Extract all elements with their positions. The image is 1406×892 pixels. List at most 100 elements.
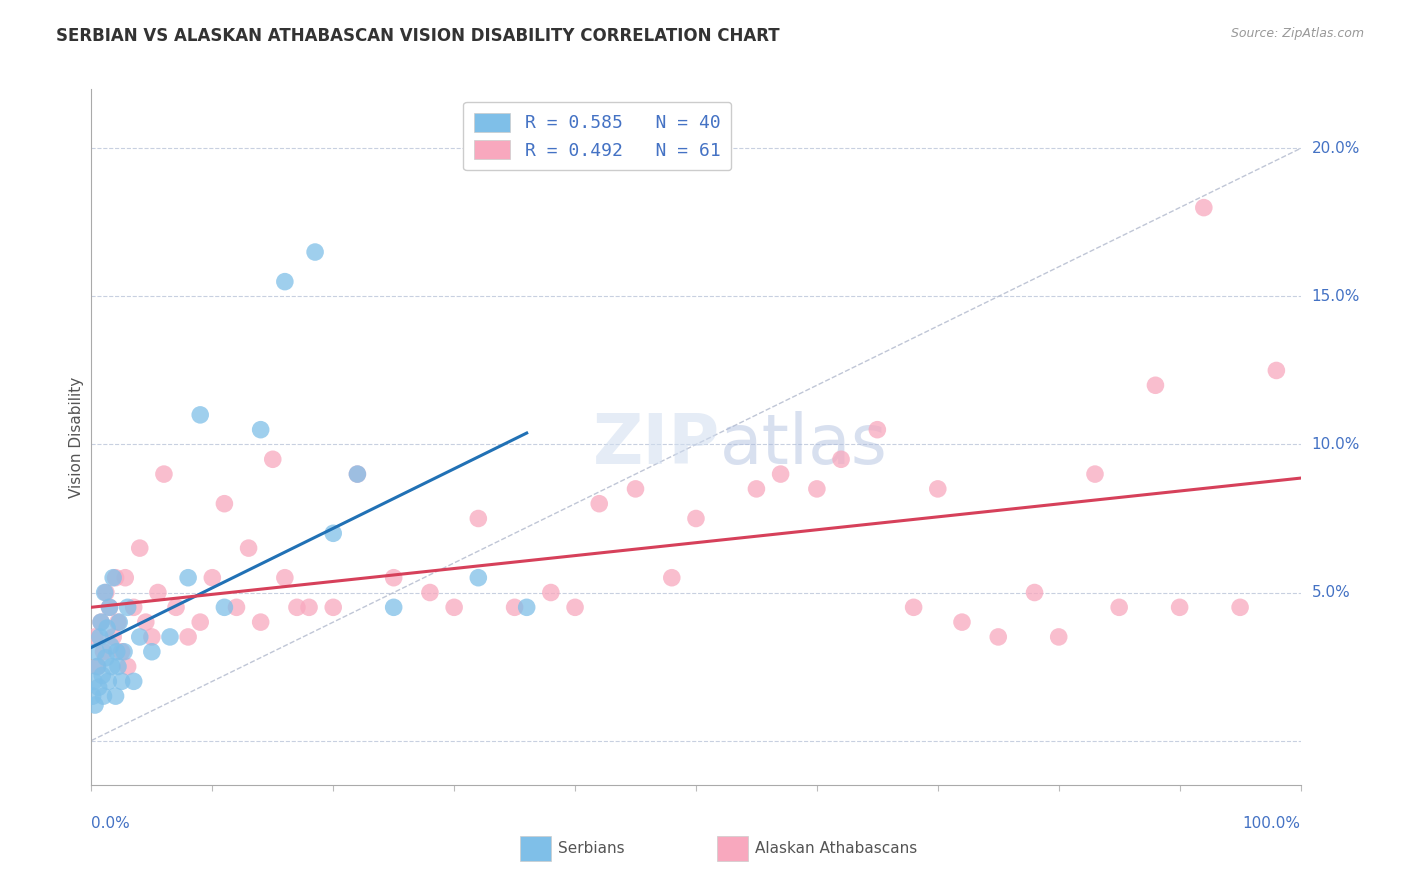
Point — [830, 452, 852, 467]
Point — [141, 645, 163, 659]
Point — [304, 245, 326, 260]
Point — [346, 467, 368, 481]
Point — [419, 585, 441, 599]
Point — [107, 659, 129, 673]
Point — [86, 659, 108, 673]
Point — [101, 571, 124, 585]
Point — [97, 674, 120, 689]
Point — [111, 674, 132, 689]
Point — [153, 467, 176, 481]
Text: Serbians: Serbians — [558, 841, 624, 855]
Point — [105, 645, 128, 659]
Point — [98, 600, 121, 615]
Text: Alaskan Athabascans: Alaskan Athabascans — [755, 841, 917, 855]
Point — [903, 600, 925, 615]
Point — [624, 482, 647, 496]
Point — [128, 541, 150, 555]
Point — [201, 571, 224, 585]
Text: 15.0%: 15.0% — [1312, 289, 1360, 304]
Point — [93, 645, 115, 659]
Point — [104, 689, 127, 703]
Point — [1192, 201, 1215, 215]
Point — [1024, 585, 1046, 599]
Point — [503, 600, 526, 615]
Point — [769, 467, 792, 481]
Point — [83, 674, 105, 689]
Point — [86, 659, 108, 673]
Point — [274, 275, 297, 289]
Point — [443, 600, 465, 615]
Point — [89, 630, 111, 644]
Point — [685, 511, 707, 525]
Point — [382, 600, 405, 615]
Point — [214, 497, 236, 511]
Point — [927, 482, 949, 496]
Point — [87, 680, 110, 694]
Point — [117, 659, 139, 673]
Point — [90, 615, 112, 629]
Point — [84, 698, 107, 712]
Point — [346, 467, 368, 481]
Point — [128, 630, 150, 644]
Point — [225, 600, 247, 615]
Point — [950, 615, 973, 629]
Point — [1265, 363, 1288, 377]
Text: ZIP: ZIP — [593, 411, 720, 478]
Point — [108, 615, 131, 629]
Point — [249, 615, 271, 629]
Point — [104, 571, 127, 585]
Point — [1144, 378, 1167, 392]
Point — [82, 689, 104, 703]
Point — [111, 645, 132, 659]
Point — [146, 585, 169, 599]
Point — [588, 497, 610, 511]
Point — [987, 630, 1010, 644]
Text: Source: ZipAtlas.com: Source: ZipAtlas.com — [1230, 27, 1364, 40]
Point — [114, 571, 136, 585]
Point — [516, 600, 538, 615]
Point — [322, 600, 344, 615]
Point — [101, 630, 124, 644]
Point — [745, 482, 768, 496]
Point — [91, 668, 114, 682]
Point — [1108, 600, 1130, 615]
Point — [238, 541, 260, 555]
Point — [467, 511, 489, 525]
Point — [122, 674, 145, 689]
Legend: R = 0.585   N = 40, R = 0.492   N = 61: R = 0.585 N = 40, R = 0.492 N = 61 — [463, 102, 731, 170]
Point — [84, 645, 107, 659]
Text: 20.0%: 20.0% — [1312, 141, 1360, 156]
Point — [1084, 467, 1107, 481]
Text: atlas: atlas — [720, 411, 889, 478]
Point — [1229, 600, 1251, 615]
Point — [322, 526, 344, 541]
Point — [100, 639, 122, 653]
Text: 0.0%: 0.0% — [91, 815, 131, 830]
Point — [467, 571, 489, 585]
Point — [188, 408, 211, 422]
Point — [1168, 600, 1191, 615]
Point — [661, 571, 683, 585]
Point — [94, 585, 117, 599]
Point — [122, 600, 145, 615]
Text: 100.0%: 100.0% — [1243, 815, 1301, 830]
Point — [84, 630, 107, 644]
Point — [249, 423, 271, 437]
Text: SERBIAN VS ALASKAN ATHABASCAN VISION DISABILITY CORRELATION CHART: SERBIAN VS ALASKAN ATHABASCAN VISION DIS… — [56, 27, 780, 45]
Point — [96, 621, 118, 635]
Point — [285, 600, 308, 615]
Point — [806, 482, 828, 496]
Point — [94, 650, 117, 665]
Point — [159, 630, 181, 644]
Point — [141, 630, 163, 644]
Point — [298, 600, 321, 615]
Point — [117, 600, 139, 615]
Text: 10.0%: 10.0% — [1312, 437, 1360, 452]
Point — [135, 615, 157, 629]
Point — [177, 571, 200, 585]
Point — [107, 615, 129, 629]
Point — [382, 571, 405, 585]
Y-axis label: Vision Disability: Vision Disability — [69, 376, 84, 498]
Point — [214, 600, 236, 615]
Point — [1047, 630, 1070, 644]
